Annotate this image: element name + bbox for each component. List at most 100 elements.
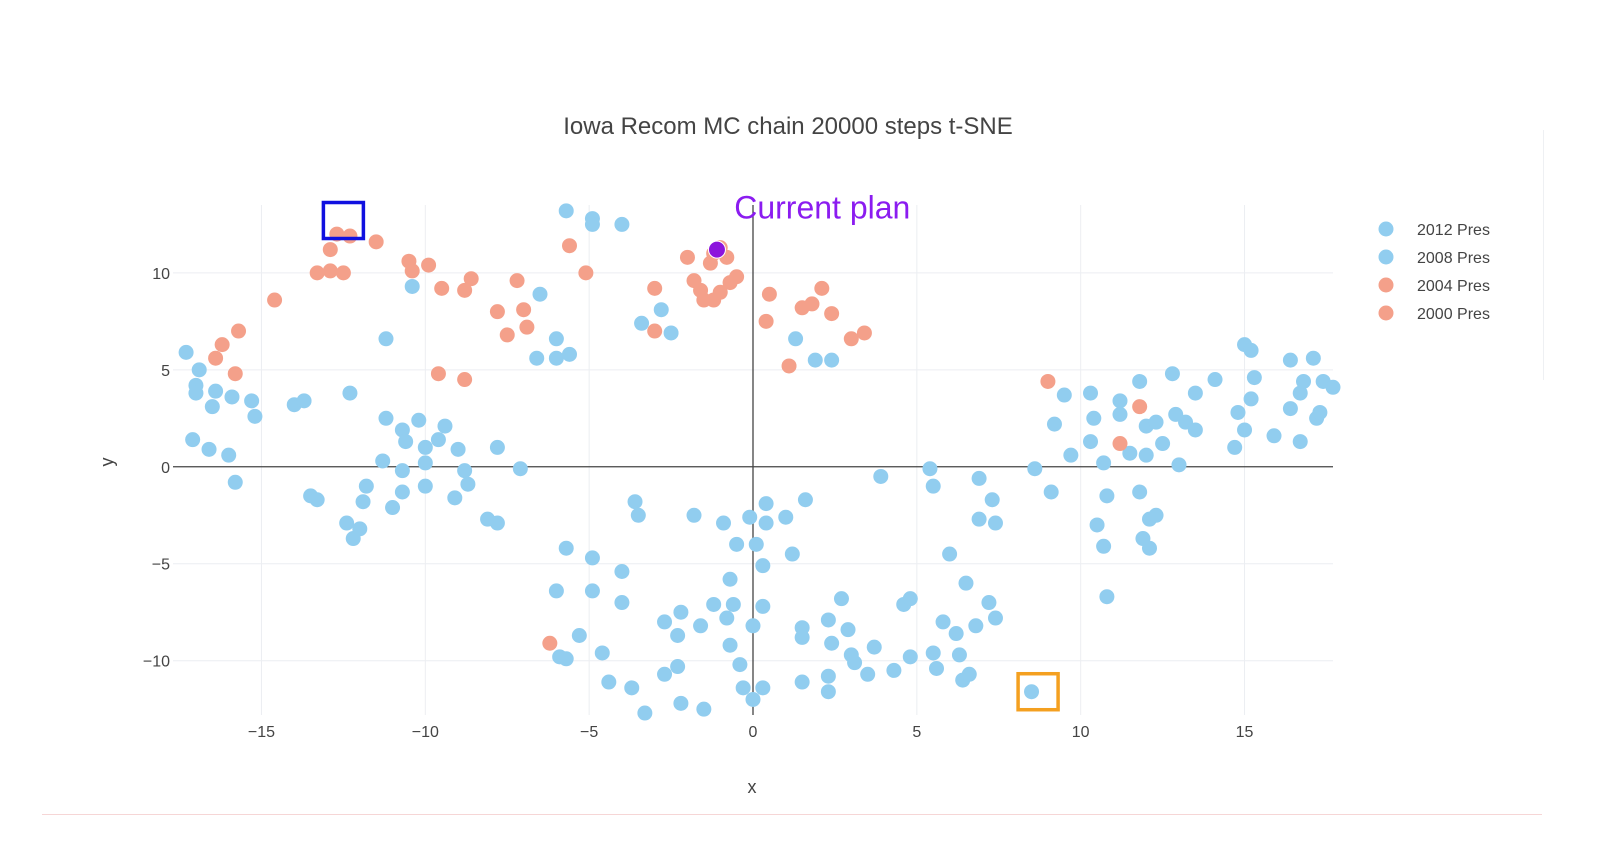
scatter-point (375, 453, 391, 469)
scatter-point (1063, 447, 1079, 463)
scatter-point (208, 350, 224, 366)
scatter-point (1148, 507, 1164, 523)
scatter-point (847, 655, 863, 671)
x-tick-label: −10 (412, 724, 439, 741)
scatter-point (322, 242, 338, 258)
scatter-point (1132, 399, 1148, 415)
scatter-point (935, 614, 951, 630)
tick-labels: −15 −10 −5 0 5 10 15 −10 −5 0 5 10 (143, 266, 1254, 741)
scatter-point (696, 701, 712, 717)
scatter-point (886, 662, 902, 678)
scatter-point (637, 705, 653, 721)
scatter-point (630, 507, 646, 523)
scatter-point (404, 263, 420, 279)
scatter-point (457, 282, 473, 298)
scatter-point (1246, 370, 1262, 386)
current-plan-point (707, 240, 726, 259)
scatter-point (191, 362, 207, 378)
scatter-point (797, 492, 813, 508)
scatter-point (417, 478, 433, 494)
scatter-point (434, 280, 450, 296)
scatter-point (561, 346, 577, 362)
scatter-point (951, 647, 967, 663)
scatter-point (542, 635, 558, 651)
scatter-point (824, 352, 840, 368)
scatter-point (342, 228, 358, 244)
scatter-point (463, 271, 479, 287)
scatter-point (693, 618, 709, 634)
scatter-point (1237, 422, 1253, 438)
scatter-point (758, 313, 774, 329)
x-tick-label: 0 (749, 724, 758, 741)
scatter-point (686, 507, 702, 523)
scatter-point (267, 292, 283, 308)
scatter-point (1207, 372, 1223, 388)
scatter-point (548, 350, 564, 366)
scatter-point (745, 691, 761, 707)
scatter-point (394, 484, 410, 500)
scatter-point (614, 564, 630, 580)
scatter-point (578, 265, 594, 281)
scatter-point (227, 474, 243, 490)
scatter-point (1266, 428, 1282, 444)
scatter-point (925, 645, 941, 661)
scatter-point (722, 571, 738, 587)
scatter-point (657, 666, 673, 682)
scatter-point (1187, 422, 1203, 438)
scatter-point (1112, 406, 1128, 422)
scatter-point (840, 622, 856, 638)
scatter-point (824, 306, 840, 322)
scatter-point (208, 383, 224, 399)
scatter-point (594, 645, 610, 661)
scatter-point (489, 515, 505, 531)
scatter-point (1227, 439, 1243, 455)
legend-swatch (1378, 221, 1394, 237)
scatter-point (1296, 373, 1312, 389)
scatter-point (1155, 436, 1171, 452)
scatter-point (368, 234, 384, 250)
scatter-point (516, 302, 532, 318)
legend-item[interactable]: 2000 Pres (1378, 305, 1490, 324)
x-tick-label: 15 (1236, 724, 1254, 741)
scatter-point (1112, 436, 1128, 452)
chart-title: Iowa Recom MC chain 20000 steps t-SNE (563, 113, 1013, 140)
scatter-point (1141, 540, 1157, 556)
scatter-point (224, 389, 240, 405)
scatter-point (385, 500, 401, 516)
scatter-point (653, 302, 669, 318)
scatter-point (971, 470, 987, 486)
scatter-point (820, 684, 836, 700)
scatter-point (729, 269, 745, 285)
scatter-point (571, 627, 587, 643)
scatter-point (244, 393, 260, 409)
scatter-point (457, 463, 473, 479)
scatter-point (1027, 461, 1043, 477)
scatter-point (657, 614, 673, 630)
legend-item[interactable]: 2012 Pres (1378, 221, 1490, 240)
scatter-point (788, 331, 804, 347)
scatter-point (987, 515, 1003, 531)
scatter-point (1312, 404, 1328, 420)
scatter-point (1171, 457, 1187, 473)
scatter-point (820, 612, 836, 628)
scatter-point (457, 372, 473, 388)
scatter-point (601, 674, 617, 690)
scatter-point (1122, 445, 1138, 461)
scatter-point (342, 385, 358, 401)
scatter-point (1292, 434, 1308, 450)
scatter-point (450, 441, 466, 457)
scatter-point (355, 494, 371, 510)
scatter-point (673, 604, 689, 620)
legend[interactable]: 2012 Pres 2008 Pres 2004 Pres 2000 Pres (1378, 221, 1490, 324)
orange-box-marker (1016, 671, 1060, 712)
scatter-point (804, 296, 820, 312)
scatter-point (1282, 401, 1298, 417)
y-tick-label: 10 (152, 266, 170, 283)
scatter-point (794, 674, 810, 690)
scatter-point (634, 315, 650, 331)
legend-item[interactable]: 2008 Pres (1378, 249, 1490, 268)
scatter-point (742, 509, 758, 525)
legend-item[interactable]: 2004 Pres (1378, 277, 1490, 296)
scatter-point (378, 410, 394, 426)
scatter-point (719, 610, 735, 626)
